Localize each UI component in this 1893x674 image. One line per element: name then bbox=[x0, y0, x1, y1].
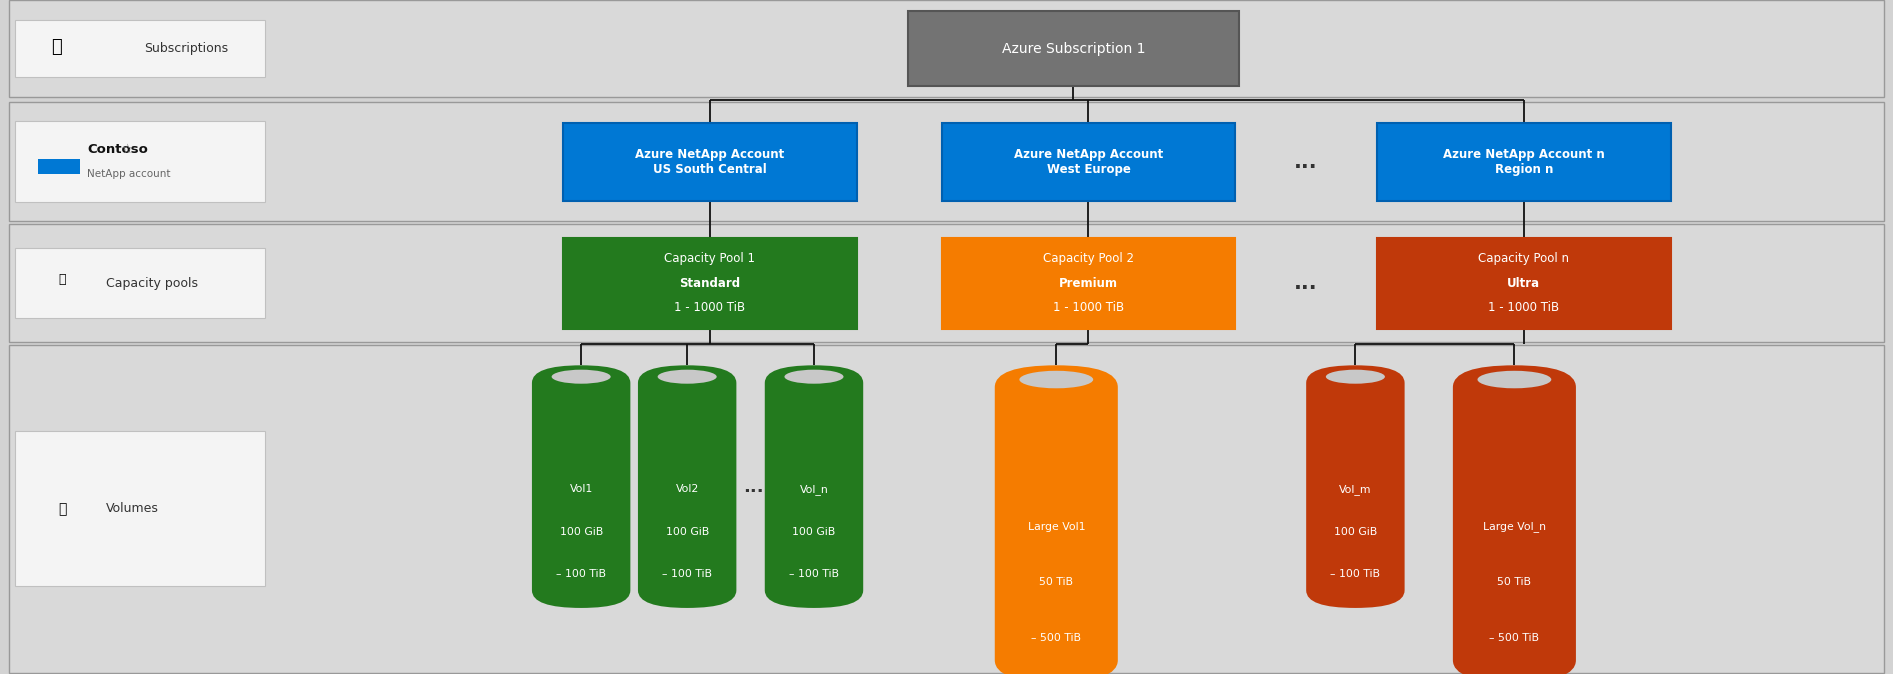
FancyBboxPatch shape bbox=[15, 247, 265, 318]
FancyBboxPatch shape bbox=[564, 237, 856, 328]
FancyBboxPatch shape bbox=[15, 121, 265, 202]
FancyBboxPatch shape bbox=[765, 365, 863, 608]
Text: Capacity Pool n: Capacity Pool n bbox=[1478, 252, 1569, 265]
Text: Volumes: Volumes bbox=[106, 502, 159, 516]
Text: Large Vol_n: Large Vol_n bbox=[1482, 522, 1547, 532]
Text: 100 GiB: 100 GiB bbox=[1335, 526, 1376, 537]
FancyBboxPatch shape bbox=[532, 365, 630, 608]
Text: – 500 TiB: – 500 TiB bbox=[1490, 633, 1539, 643]
FancyBboxPatch shape bbox=[1378, 123, 1672, 201]
Text: Azure NetApp Account
West Europe: Azure NetApp Account West Europe bbox=[1015, 148, 1162, 176]
Text: Azure Subscription 1: Azure Subscription 1 bbox=[1001, 42, 1145, 55]
FancyBboxPatch shape bbox=[564, 123, 856, 201]
FancyBboxPatch shape bbox=[15, 20, 265, 77]
Text: Capacity Pool 1: Capacity Pool 1 bbox=[664, 252, 755, 265]
Text: ...: ... bbox=[1295, 273, 1318, 293]
Text: 100 GiB: 100 GiB bbox=[666, 526, 708, 537]
Text: Capacity Pool 2: Capacity Pool 2 bbox=[1043, 252, 1134, 265]
Text: Capacity pools: Capacity pools bbox=[106, 276, 199, 290]
Text: Ultra: Ultra bbox=[1507, 276, 1541, 290]
FancyBboxPatch shape bbox=[996, 365, 1119, 674]
FancyBboxPatch shape bbox=[38, 159, 80, 174]
Text: Vol_n: Vol_n bbox=[799, 484, 829, 495]
Text: NetApp account: NetApp account bbox=[87, 169, 170, 179]
Text: 50 TiB: 50 TiB bbox=[1039, 578, 1073, 587]
Text: Azure NetApp Account
US South Central: Azure NetApp Account US South Central bbox=[636, 148, 784, 176]
Text: ...: ... bbox=[744, 478, 763, 495]
Text: Subscriptions: Subscriptions bbox=[144, 42, 227, 55]
Text: Azure NetApp Account n
Region n: Azure NetApp Account n Region n bbox=[1442, 148, 1605, 176]
FancyBboxPatch shape bbox=[907, 11, 1238, 86]
Text: 🗃: 🗃 bbox=[59, 502, 66, 516]
Text: 1 - 1000 TiB: 1 - 1000 TiB bbox=[1053, 301, 1124, 314]
Text: Vol1: Vol1 bbox=[570, 484, 593, 494]
Text: ☆: ☆ bbox=[114, 143, 133, 156]
Ellipse shape bbox=[784, 370, 844, 384]
Text: 1 - 1000 TiB: 1 - 1000 TiB bbox=[1488, 301, 1560, 314]
Text: Standard: Standard bbox=[680, 276, 740, 290]
Text: 🗄: 🗄 bbox=[59, 273, 66, 286]
FancyBboxPatch shape bbox=[1378, 237, 1672, 328]
FancyBboxPatch shape bbox=[9, 0, 1884, 97]
FancyBboxPatch shape bbox=[15, 431, 265, 586]
Text: Large Vol1: Large Vol1 bbox=[1028, 522, 1085, 532]
FancyBboxPatch shape bbox=[1454, 365, 1577, 674]
Text: – 100 TiB: – 100 TiB bbox=[663, 569, 712, 579]
FancyBboxPatch shape bbox=[9, 345, 1884, 673]
Text: ...: ... bbox=[1295, 152, 1318, 172]
Text: 1 - 1000 TiB: 1 - 1000 TiB bbox=[674, 301, 746, 314]
FancyBboxPatch shape bbox=[638, 365, 736, 608]
Ellipse shape bbox=[1477, 371, 1552, 388]
Ellipse shape bbox=[1325, 370, 1386, 384]
Text: Vol_m: Vol_m bbox=[1338, 484, 1372, 495]
Text: 🔑: 🔑 bbox=[51, 38, 62, 55]
Text: 100 GiB: 100 GiB bbox=[560, 526, 602, 537]
Text: Vol2: Vol2 bbox=[676, 484, 699, 494]
FancyBboxPatch shape bbox=[9, 224, 1884, 342]
Ellipse shape bbox=[1020, 371, 1094, 388]
FancyBboxPatch shape bbox=[943, 237, 1234, 328]
Text: Premium: Premium bbox=[1058, 276, 1119, 290]
FancyBboxPatch shape bbox=[943, 123, 1234, 201]
Text: – 100 TiB: – 100 TiB bbox=[1331, 569, 1380, 579]
FancyBboxPatch shape bbox=[9, 102, 1884, 221]
Text: Contoso: Contoso bbox=[87, 143, 148, 156]
Text: – 500 TiB: – 500 TiB bbox=[1032, 633, 1081, 643]
Text: 100 GiB: 100 GiB bbox=[793, 526, 835, 537]
Text: – 100 TiB: – 100 TiB bbox=[789, 569, 839, 579]
Text: – 100 TiB: – 100 TiB bbox=[557, 569, 606, 579]
FancyBboxPatch shape bbox=[1306, 365, 1405, 608]
Text: 50 TiB: 50 TiB bbox=[1497, 578, 1531, 587]
Ellipse shape bbox=[657, 370, 717, 384]
Ellipse shape bbox=[551, 370, 611, 384]
